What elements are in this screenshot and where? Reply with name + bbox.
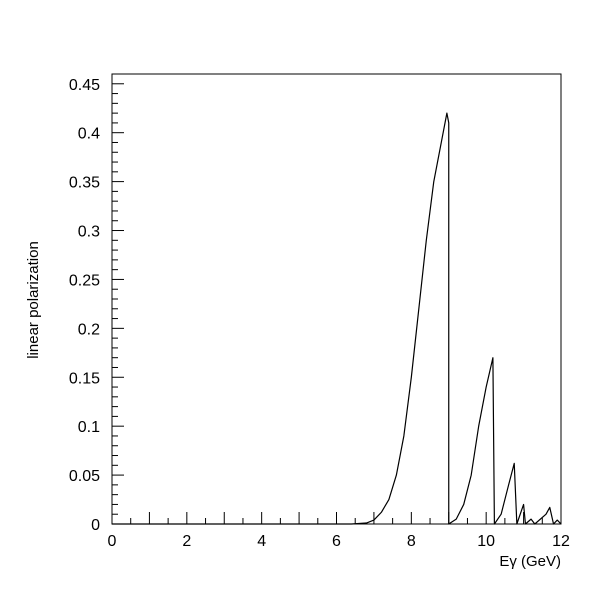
polarization-series-line bbox=[112, 112, 562, 525]
x-tick-label: 8 bbox=[407, 533, 416, 550]
y-tick-label: 0.1 bbox=[78, 419, 100, 436]
x-tick-label: 10 bbox=[477, 533, 495, 550]
y-tick-label: 0.45 bbox=[69, 77, 100, 94]
x-tick-label: 6 bbox=[332, 533, 341, 550]
x-tick-label: 0 bbox=[108, 533, 117, 550]
x-tick-label: 4 bbox=[257, 533, 266, 550]
x-axis-title: Eγ (GeV) bbox=[499, 553, 561, 570]
y-axis-title: linear polarization bbox=[25, 241, 42, 359]
y-tick-label: 0.2 bbox=[78, 321, 100, 338]
y-tick-label: 0.35 bbox=[69, 175, 100, 192]
y-tick-label: 0.3 bbox=[78, 224, 100, 241]
y-tick-label: 0.15 bbox=[69, 370, 100, 387]
y-axis-ticks: 0 0.05 0.1 0.15 0.2 0.25 0.3 0.35 0.4 0.45 bbox=[69, 77, 124, 534]
y-tick-label: 0.25 bbox=[69, 272, 100, 289]
y-tick-label: 0.4 bbox=[78, 126, 100, 143]
x-axis-ticks: 0 2 4 6 8 10 12 bbox=[108, 512, 570, 550]
y-tick-label: 0 bbox=[91, 517, 100, 534]
y-tick-label: 0.05 bbox=[69, 468, 100, 485]
x-tick-label: 12 bbox=[552, 533, 570, 550]
x-tick-label: 2 bbox=[182, 533, 191, 550]
series-layer bbox=[112, 112, 562, 525]
